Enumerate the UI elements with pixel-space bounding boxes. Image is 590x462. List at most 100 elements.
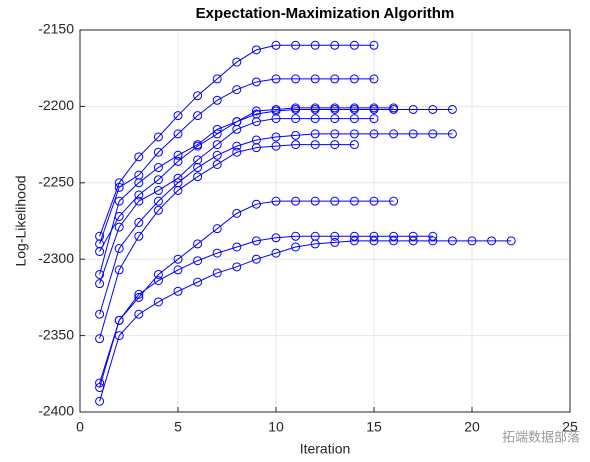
series-line	[99, 133, 453, 315]
data-point	[232, 85, 242, 95]
data-point	[330, 114, 340, 124]
data-point	[369, 129, 379, 139]
data-point	[212, 140, 222, 150]
x-tick-label: 10	[268, 419, 284, 435]
data-point	[330, 196, 340, 206]
data-point	[153, 205, 163, 215]
chart-title: Expectation-Maximization Algorithm	[196, 5, 455, 22]
data-point	[114, 222, 124, 232]
data-point	[212, 248, 222, 258]
data-point	[212, 129, 222, 139]
data-point	[95, 309, 105, 319]
data-point	[173, 129, 183, 139]
data-point	[271, 104, 281, 114]
data-point	[193, 277, 203, 287]
data-point	[291, 130, 301, 140]
data-point	[134, 292, 144, 302]
data-point	[271, 196, 281, 206]
y-tick-label: -2200	[38, 97, 74, 113]
data-point	[310, 114, 320, 124]
data-point	[271, 40, 281, 50]
data-point	[193, 239, 203, 249]
data-point	[251, 254, 261, 264]
data-point	[134, 218, 144, 228]
plot-area	[80, 30, 570, 412]
data-point	[349, 74, 359, 84]
data-point	[506, 236, 516, 246]
data-point	[114, 315, 124, 325]
data-point	[310, 40, 320, 50]
series-line	[99, 144, 355, 339]
data-point	[408, 129, 418, 139]
series-line	[99, 240, 512, 402]
data-point	[330, 140, 340, 150]
data-point	[251, 143, 261, 153]
data-point	[271, 74, 281, 84]
data-point	[193, 141, 203, 151]
data-point	[369, 231, 379, 241]
data-point	[291, 196, 301, 206]
data-point	[134, 231, 144, 241]
data-point	[349, 231, 359, 241]
data-point	[114, 265, 124, 275]
data-point	[428, 129, 438, 139]
data-point	[153, 297, 163, 307]
y-tick-label: -2350	[38, 326, 74, 342]
data-point	[193, 111, 203, 121]
data-point	[212, 159, 222, 169]
data-point	[232, 141, 242, 151]
data-point	[447, 129, 457, 139]
data-point	[251, 236, 261, 246]
data-point	[251, 45, 261, 55]
data-point	[173, 254, 183, 264]
data-point	[95, 279, 105, 289]
data-point	[389, 231, 399, 241]
data-point	[232, 147, 242, 157]
data-point	[369, 236, 379, 246]
data-point	[389, 196, 399, 206]
data-point	[153, 175, 163, 185]
data-point	[114, 244, 124, 254]
series-line	[99, 107, 394, 252]
data-point	[95, 269, 105, 279]
data-point	[428, 236, 438, 246]
data-point	[369, 103, 379, 113]
series-line	[99, 200, 394, 384]
data-point	[114, 182, 124, 192]
series-line	[99, 118, 374, 284]
data-point	[153, 132, 163, 142]
data-point	[428, 104, 438, 114]
data-point	[251, 77, 261, 87]
x-tick-label: 5	[174, 419, 182, 435]
data-point	[153, 276, 163, 286]
data-point	[134, 178, 144, 188]
data-point	[114, 331, 124, 341]
data-point	[349, 114, 359, 124]
data-point	[134, 289, 144, 299]
data-point	[428, 231, 438, 241]
data-point	[134, 152, 144, 162]
data-point	[173, 265, 183, 275]
data-point	[349, 236, 359, 246]
data-point	[330, 74, 340, 84]
data-point	[369, 74, 379, 84]
data-point	[153, 163, 163, 173]
data-point	[330, 237, 340, 247]
data-point	[330, 231, 340, 241]
data-point	[173, 111, 183, 121]
data-point	[212, 74, 222, 84]
data-point	[114, 196, 124, 206]
data-point	[349, 103, 359, 113]
data-point	[232, 57, 242, 67]
data-point	[271, 114, 281, 124]
axes-box	[79, 29, 571, 413]
y-axis-label: Log-Likelihood	[13, 175, 29, 266]
data-point	[95, 247, 105, 257]
x-axis-label: Iteration	[300, 441, 351, 457]
data-point	[114, 211, 124, 221]
data-point	[349, 129, 359, 139]
data-point	[389, 129, 399, 139]
data-point	[310, 103, 320, 113]
data-point	[310, 196, 320, 206]
data-point	[134, 190, 144, 200]
